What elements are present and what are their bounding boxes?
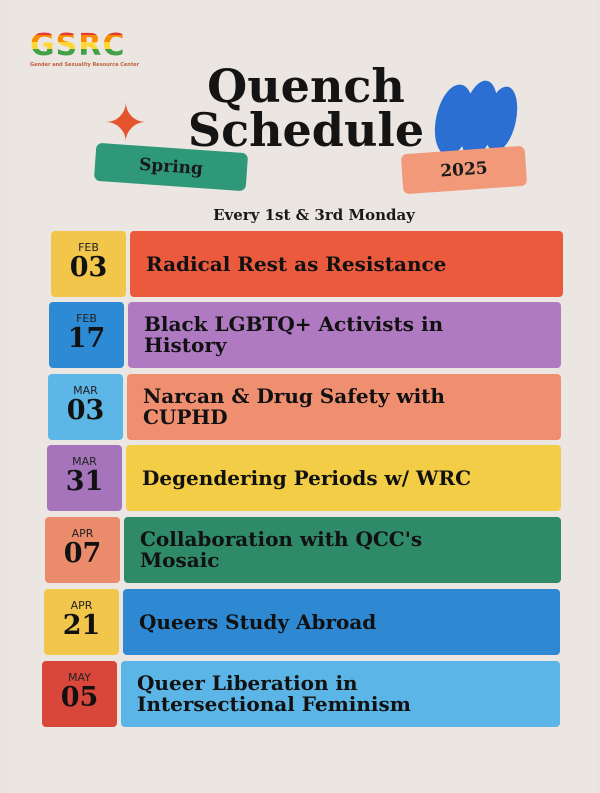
event-title: Black LGBTQ+ Activists in History xyxy=(144,312,444,357)
day-label: 21 xyxy=(62,610,101,641)
date-box: APR 21 xyxy=(44,589,119,655)
event-title-bar: Black LGBTQ+ Activists in History xyxy=(128,302,561,368)
event-title-bar: Narcan & Drug Safety with CUPHD xyxy=(127,374,561,440)
title-line-1: Quench xyxy=(207,59,405,113)
event-title: Queers Study Abroad xyxy=(139,609,377,634)
day-label: 05 xyxy=(60,682,99,713)
month-label: FEB xyxy=(76,312,97,325)
event-title-bar: Queer Liberation in Intersectional Femin… xyxy=(121,661,560,727)
date-box: APR 07 xyxy=(45,517,120,583)
event-title: Degendering Periods w/ WRC xyxy=(142,465,472,490)
frequency-text: Every 1st & 3rd Monday xyxy=(213,206,415,224)
day-label: 07 xyxy=(63,538,102,569)
event-title-bar: Radical Rest as Resistance xyxy=(130,231,563,297)
day-label: 03 xyxy=(66,395,105,426)
event-title: Collaboration with QCC's Mosaic xyxy=(140,527,423,572)
month-label: MAR xyxy=(73,384,98,397)
date-box: MAY 05 xyxy=(42,661,117,727)
date-box: FEB 17 xyxy=(49,302,124,368)
month-label: APR xyxy=(71,527,94,540)
event-title-bar: Degendering Periods w/ WRC xyxy=(126,445,561,511)
event-title: Queer Liberation in Intersectional Femin… xyxy=(137,671,411,716)
event-title: Radical Rest as Resistance xyxy=(146,251,447,276)
month-label: FEB xyxy=(78,241,99,254)
date-box: MAR 03 xyxy=(48,374,123,440)
day-label: 17 xyxy=(67,323,106,354)
day-label: 03 xyxy=(69,252,108,283)
logo-subtitle: Gender and Sexuality Resource Center xyxy=(30,62,140,68)
event-title-bar: Collaboration with QCC's Mosaic xyxy=(124,517,561,583)
date-box: MAR 31 xyxy=(47,445,122,511)
month-label: APR xyxy=(70,599,93,612)
month-label: MAY xyxy=(68,671,91,684)
sparkle-icon: ✦ xyxy=(104,94,148,154)
gsrc-logo: GSRC xyxy=(30,28,126,63)
event-title: Narcan & Drug Safety with CUPHD xyxy=(143,384,445,429)
event-title-bar: Queers Study Abroad xyxy=(123,589,560,655)
day-label: 31 xyxy=(65,466,104,497)
date-box: FEB 03 xyxy=(51,231,126,297)
title-line-2: Schedule xyxy=(187,103,425,157)
month-label: MAR xyxy=(72,455,97,468)
